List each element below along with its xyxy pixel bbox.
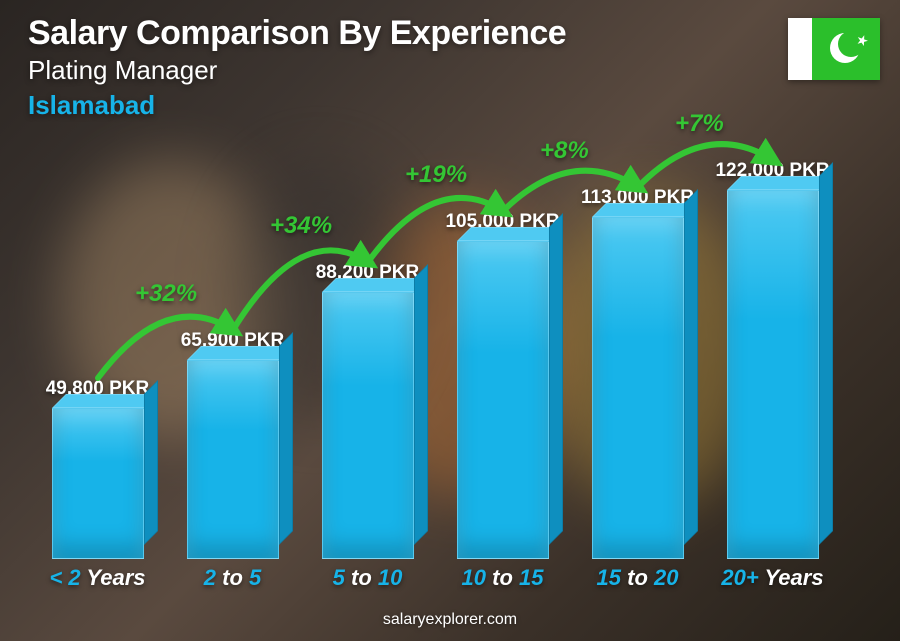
x-axis-tick: 5 to 10	[300, 565, 435, 595]
bars-container: 49,800 PKR65,900 PKR88,200 PKR105,000 PK…	[30, 150, 840, 559]
x-axis-tick: 2 to 5	[165, 565, 300, 595]
increase-label: +32%	[135, 280, 197, 308]
flag-pakistan: ★	[788, 18, 880, 80]
bar	[52, 408, 144, 559]
bar	[322, 292, 414, 559]
bar-chart: 49,800 PKR65,900 PKR88,200 PKR105,000 PK…	[30, 150, 840, 559]
bar	[187, 360, 279, 559]
flag-field: ★	[812, 18, 880, 80]
increase-label: +8%	[540, 137, 589, 165]
infographic-canvas: Salary Comparison By Experience Plating …	[0, 0, 900, 641]
bar	[592, 217, 684, 559]
source-footer: salaryexplorer.com	[0, 611, 900, 629]
increase-label: +7%	[675, 110, 724, 138]
bar	[727, 190, 819, 559]
chart-title: Salary Comparison By Experience	[28, 14, 872, 53]
chart-subtitle: Plating Manager	[28, 55, 872, 86]
increase-label: +19%	[405, 161, 467, 189]
x-axis: < 2 Years2 to 55 to 1010 to 1515 to 2020…	[30, 565, 840, 595]
header: Salary Comparison By Experience Plating …	[28, 14, 872, 121]
x-axis-tick: 15 to 20	[570, 565, 705, 595]
bar-column: 122,000 PKR	[705, 150, 840, 559]
flag-stripe	[788, 18, 812, 80]
x-axis-tick: 20+ Years	[705, 565, 840, 595]
x-axis-tick: < 2 Years	[30, 565, 165, 595]
bar-column: 113,000 PKR	[570, 150, 705, 559]
x-axis-tick: 10 to 15	[435, 565, 570, 595]
increase-label: +34%	[270, 212, 332, 240]
bar-column: 105,000 PKR	[435, 150, 570, 559]
chart-location: Islamabad	[28, 90, 872, 121]
bar-column: 49,800 PKR	[30, 150, 165, 559]
bar	[457, 241, 549, 559]
